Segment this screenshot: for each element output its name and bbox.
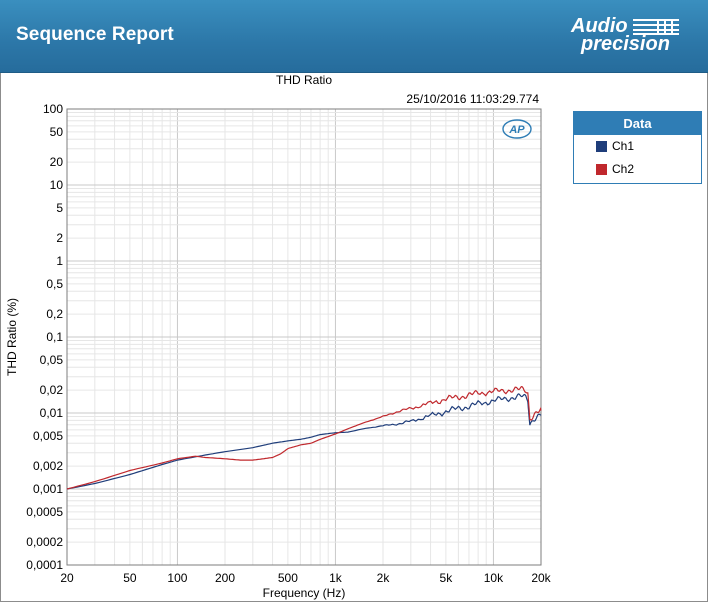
x-axis-label: Frequency (Hz) [263, 586, 346, 600]
x-tick-label: 20k [531, 571, 551, 585]
ap-badge-text: AP [508, 124, 525, 136]
y-tick-label: 2 [56, 231, 63, 245]
y-tick-label: 100 [43, 102, 63, 116]
y-tick-label: 0,01 [40, 406, 64, 420]
y-tick-label: 50 [50, 125, 64, 139]
report-header: Sequence Report Audio precision [0, 0, 708, 73]
y-axis-label: THD Ratio (%) [5, 298, 19, 376]
series-line-ch2 [66, 385, 542, 490]
y-tick-label: 0,001 [33, 482, 63, 496]
y-tick-label: 0,0001 [26, 558, 63, 572]
ap-badge-icon: AP [502, 119, 532, 139]
logo-bars-icon [633, 19, 679, 35]
y-axis: 100 50 20 10 5 2 1 0,5 0,2 0,1 0,05 0,02 0,01 0,005 0,… [26, 102, 63, 572]
x-tick-label: 1k [329, 571, 343, 585]
x-tick-label: 5k [440, 571, 454, 585]
y-tick-label: 0,2 [46, 307, 63, 321]
y-tick-label: 0,0002 [26, 535, 63, 549]
y-tick-label: 0,0005 [26, 505, 63, 519]
logo-text-precision: precision [581, 33, 670, 55]
report-timestamp: 25/10/2016 11:03:29.774 [406, 92, 539, 106]
legend-item-ch2: Ch2 [574, 158, 701, 181]
legend-item-ch1: Ch1 [574, 135, 701, 158]
x-axis: 20 50 100 200 500 1k 2k 5k 10k 20k [60, 571, 551, 585]
y-tick-label: 0,02 [40, 383, 64, 397]
audio-precision-logo: Audio precision [569, 14, 684, 58]
series-lines [66, 385, 542, 490]
chart-title: THD Ratio [276, 73, 332, 87]
y-tick-label: 1 [56, 254, 63, 268]
x-tick-label: 20 [60, 571, 74, 585]
x-tick-label: 500 [278, 571, 298, 585]
logo-text-audio: Audio [571, 15, 628, 37]
y-tick-label: 0,05 [40, 353, 64, 367]
y-tick-label: 0,1 [46, 330, 63, 344]
legend-swatch-ch1 [596, 141, 607, 152]
chart-grid [66, 109, 542, 565]
y-tick-label: 0,5 [46, 277, 63, 291]
y-tick-label: 10 [50, 178, 64, 192]
legend-title: Data [574, 112, 701, 135]
y-tick-label: 0,005 [33, 429, 63, 443]
x-tick-label: 100 [167, 571, 187, 585]
y-tick-label: 0,002 [33, 459, 63, 473]
y-tick-label: 5 [56, 201, 63, 215]
report-title: Sequence Report [16, 24, 174, 45]
x-tick-label: 50 [123, 571, 137, 585]
y-tick-label: 20 [50, 155, 64, 169]
x-tick-label: 2k [377, 571, 391, 585]
x-tick-label: 200 [215, 571, 235, 585]
legend: Data Ch1 Ch2 [573, 111, 702, 184]
legend-label-ch1: Ch1 [612, 139, 635, 153]
plot-area [66, 108, 542, 566]
series-line-ch1 [66, 393, 542, 490]
x-tick-label: 10k [484, 571, 504, 585]
legend-label-ch2: Ch2 [612, 162, 635, 176]
legend-swatch-ch2 [596, 164, 607, 175]
